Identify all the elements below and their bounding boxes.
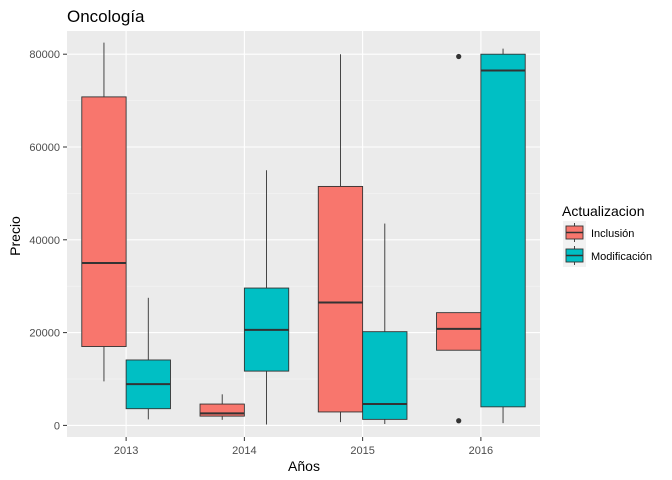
x-tick-label: 2013: [114, 445, 138, 457]
box-2016-inclusion: [436, 53, 482, 424]
y-tick-label: 40000: [29, 235, 60, 247]
box-2016-modificacion: [480, 48, 526, 424]
box-2015-inclusion: [317, 54, 364, 423]
chart-title: Oncología: [67, 7, 145, 26]
x-axis-title: Años: [288, 458, 320, 474]
box-2015-modificacion: [362, 223, 408, 425]
box-2014-modificacion: [243, 170, 290, 425]
x-tick-label: 2014: [232, 445, 256, 457]
legend-label: Modificación: [591, 251, 652, 263]
x-tick-label: 2015: [350, 445, 374, 457]
y-tick-label: 0: [54, 420, 60, 432]
x-tick-label: 2016: [469, 445, 493, 457]
box-2014-inclusion: [199, 394, 245, 420]
y-tick-label: 60000: [29, 142, 60, 154]
outlier-point: [456, 53, 462, 60]
box-body: [362, 331, 408, 420]
box-2013-inclusion: [81, 42, 127, 382]
outlier-point: [456, 418, 462, 424]
box-2013-modificacion: [125, 297, 171, 420]
legend: Actualizacion Inclusión Modificación: [562, 203, 652, 267]
box-body: [480, 53, 526, 408]
box-body: [81, 96, 127, 347]
legend-label: Inclusión: [591, 228, 634, 240]
box-body: [317, 185, 364, 413]
legend-title: Actualizacion: [562, 203, 645, 219]
box-body: [436, 312, 482, 351]
y-tick-label: 20000: [29, 328, 60, 340]
y-tick-label: 80000: [29, 49, 60, 61]
y-axis-title: Precio: [7, 216, 23, 256]
